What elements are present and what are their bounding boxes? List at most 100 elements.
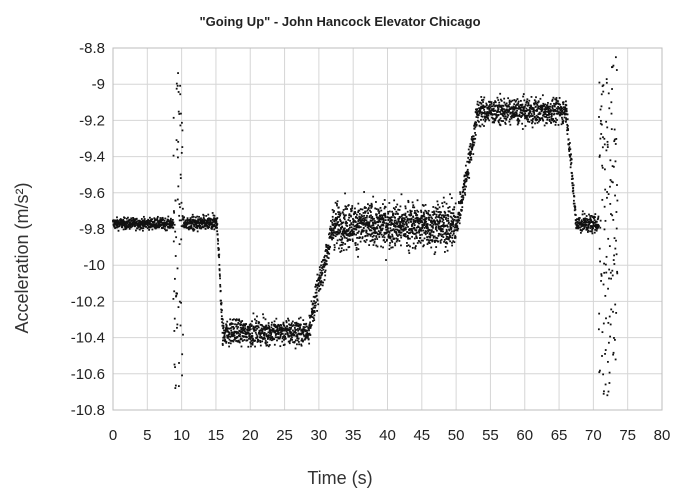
data-point	[325, 263, 328, 266]
data-point	[442, 225, 445, 228]
x-tick-label: 80	[654, 427, 671, 444]
data-point	[489, 106, 492, 109]
data-point	[158, 219, 161, 222]
data-point	[189, 221, 192, 224]
data-point	[339, 212, 342, 215]
data-point	[367, 207, 370, 209]
data-point	[239, 324, 242, 327]
data-point	[136, 227, 139, 230]
data-point	[340, 250, 343, 252]
data-point	[432, 223, 435, 226]
data-point	[436, 220, 439, 223]
data-point	[292, 341, 294, 344]
data-point	[589, 230, 591, 233]
data-point	[373, 217, 375, 220]
data-point	[420, 209, 422, 212]
data-point	[450, 223, 452, 226]
data-point	[591, 220, 594, 223]
data-point	[608, 315, 611, 318]
data-point	[476, 103, 479, 106]
data-point	[248, 334, 251, 337]
data-point	[340, 223, 343, 225]
data-point	[459, 217, 462, 219]
data-point	[561, 109, 564, 112]
data-point	[447, 232, 449, 235]
data-point	[352, 221, 355, 224]
data-point	[445, 216, 447, 219]
data-point	[491, 116, 493, 119]
data-point	[280, 324, 283, 327]
data-point	[560, 108, 563, 111]
data-point	[604, 294, 607, 297]
data-point	[390, 229, 393, 232]
data-point	[513, 116, 515, 119]
data-point	[388, 231, 391, 234]
data-point	[180, 238, 183, 241]
data-point	[299, 323, 301, 326]
data-point	[438, 206, 441, 209]
data-point	[164, 225, 167, 228]
data-point	[376, 226, 378, 229]
data-point	[543, 124, 546, 127]
data-point	[419, 241, 422, 244]
data-point	[595, 220, 598, 223]
data-point	[255, 322, 257, 324]
data-point	[504, 115, 507, 118]
data-point	[139, 221, 142, 224]
data-point	[547, 101, 549, 104]
data-point	[566, 129, 568, 132]
data-point	[608, 277, 610, 280]
data-point	[278, 337, 281, 340]
y-tick-label: -9	[92, 76, 105, 93]
data-point	[593, 224, 596, 227]
data-point	[317, 279, 319, 281]
data-point	[276, 325, 279, 328]
data-point	[435, 215, 438, 218]
data-point	[422, 204, 425, 207]
data-point	[410, 213, 413, 215]
data-point	[554, 108, 556, 111]
data-point	[141, 219, 144, 222]
data-point	[424, 231, 426, 234]
data-point	[393, 199, 396, 202]
data-point	[430, 230, 433, 233]
data-point	[247, 332, 250, 335]
data-point	[416, 214, 419, 216]
data-point	[350, 223, 353, 226]
data-point	[452, 240, 455, 243]
data-point	[356, 236, 358, 239]
data-point	[350, 208, 352, 210]
data-point	[354, 244, 357, 247]
data-point	[372, 244, 375, 246]
data-point	[247, 329, 250, 332]
data-point	[309, 316, 311, 319]
data-point	[251, 332, 254, 335]
data-point	[600, 123, 603, 126]
data-point	[435, 228, 437, 231]
data-point	[544, 112, 546, 115]
data-point	[354, 242, 357, 244]
data-point	[214, 221, 217, 224]
data-point	[212, 224, 215, 227]
data-point	[425, 220, 428, 223]
data-point	[387, 210, 389, 213]
data-point	[363, 239, 366, 242]
data-point	[181, 207, 184, 210]
data-point	[455, 222, 458, 225]
data-point	[389, 217, 392, 220]
data-point	[129, 221, 132, 223]
data-point	[249, 333, 252, 335]
data-point	[228, 331, 231, 334]
data-point	[443, 215, 446, 217]
y-tick-labels: -8.8-9-9.2-9.4-9.6-9.8-10-10.2-10.4-10.6…	[71, 40, 105, 419]
data-point	[300, 339, 303, 342]
data-point	[283, 325, 286, 327]
data-point	[484, 112, 486, 115]
data-point	[405, 226, 407, 229]
data-point	[546, 104, 549, 106]
data-point	[528, 112, 531, 115]
data-point	[412, 218, 415, 221]
data-point	[132, 224, 134, 227]
data-point	[357, 218, 360, 221]
data-point	[376, 227, 379, 230]
